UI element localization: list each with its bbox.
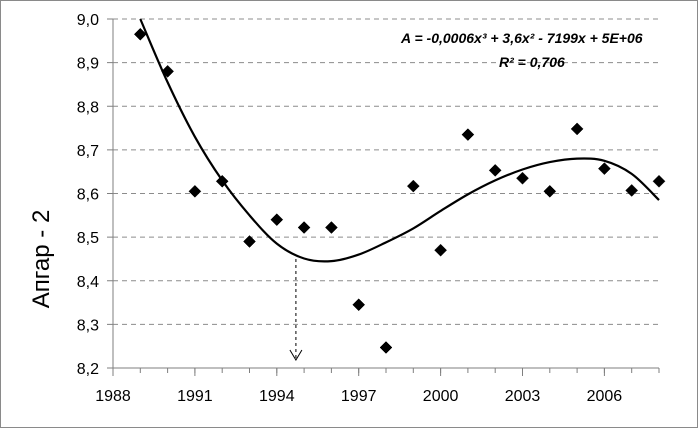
data-point (570, 122, 584, 136)
r-squared-label: R² = 0,706 (499, 54, 565, 70)
y-tick-label: 8,5 (77, 230, 99, 247)
minimum-arrowhead (289, 349, 303, 361)
data-point (461, 128, 475, 141)
x-tick-label: 1988 (95, 388, 131, 405)
data-point (379, 341, 393, 354)
data-point (133, 27, 147, 41)
x-tick-label: 2003 (505, 388, 541, 405)
data-point (434, 243, 447, 257)
y-axis-label: Апгар - 2 (28, 210, 55, 309)
data-point (161, 64, 174, 78)
data-point (297, 221, 311, 234)
trendline (139, 18, 660, 263)
grid-lines (107, 18, 659, 369)
y-tick-label: 8,9 (77, 56, 99, 73)
data-point (488, 164, 502, 177)
y-tick-label: 8,4 (77, 274, 99, 291)
x-tick-label: 2000 (423, 388, 459, 405)
data-point (543, 184, 557, 198)
x-tick-label: 1991 (177, 388, 213, 405)
data-point (625, 184, 639, 197)
data-point (406, 179, 420, 193)
y-tick-labels: 8,2 8,3 8,4 8,5 8,6 8,7 8,8 8,9 9,0 (77, 12, 99, 378)
data-point (188, 184, 202, 198)
y-tick-label: 8,8 (77, 99, 99, 116)
data-point (352, 298, 366, 312)
y-tick-label: 8,3 (77, 317, 99, 334)
minimum-marker-group (289, 258, 303, 361)
data-point (243, 235, 256, 248)
data-point (325, 221, 338, 234)
x-tick-label: 1997 (341, 388, 377, 405)
data-point (215, 174, 229, 188)
data-point (270, 213, 284, 227)
y-tick-label: 8,6 (77, 187, 99, 204)
x-tick-label: 2006 (587, 388, 623, 405)
data-points (133, 27, 666, 354)
trend-equation: A = -0,0006x³ + 3,6x² - 7199x + 5E+06 (400, 30, 643, 46)
x-tick-label: 1994 (259, 388, 295, 405)
y-tick-label: 9,0 (77, 12, 99, 29)
data-point (516, 171, 529, 185)
y-tick-label: 8,7 (77, 143, 99, 160)
y-tick-label: 8,2 (77, 361, 99, 378)
x-tick-labels: 1988 1991 1994 1997 2000 2003 2006 (95, 388, 622, 405)
data-point (598, 162, 611, 175)
data-point (652, 174, 666, 188)
trendline-group (139, 18, 660, 263)
axes (112, 19, 660, 376)
